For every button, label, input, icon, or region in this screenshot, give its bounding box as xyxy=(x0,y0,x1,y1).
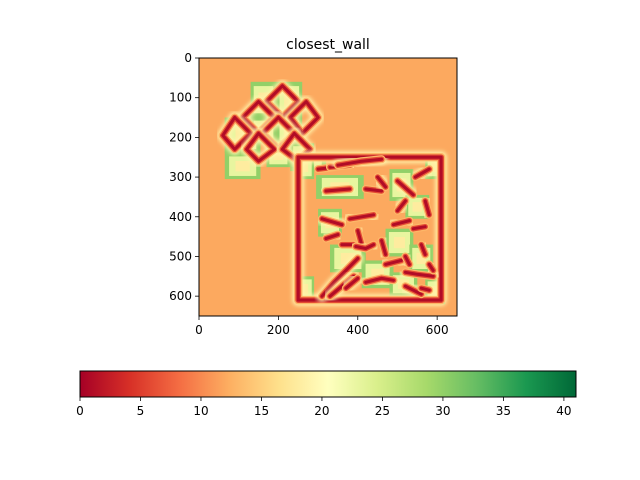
colorbar-tick-label: 15 xyxy=(254,404,269,418)
x-tick-label: 200 xyxy=(267,323,290,337)
y-tick-label: 400 xyxy=(169,210,192,224)
colorbar-tick-label: 0 xyxy=(76,404,84,418)
x-axis: 0 200 400 600 xyxy=(195,316,449,337)
diamond-wall xyxy=(241,127,280,167)
diamond-area-cell xyxy=(224,153,261,180)
colorbar-tick-label: 40 xyxy=(556,404,571,418)
colorbar-tick-label: 10 xyxy=(193,404,208,418)
y-axis: 0 100 200 300 400 500 600 xyxy=(169,51,199,303)
maze-wall xyxy=(409,163,435,183)
maze-wall xyxy=(316,213,348,231)
heatmap-walls xyxy=(217,80,447,306)
maze-wall xyxy=(350,239,380,254)
maze-outer-wall xyxy=(292,151,447,306)
maze-wall xyxy=(316,252,364,302)
diamond-wall xyxy=(284,96,324,139)
maze-wall xyxy=(423,258,439,276)
y-tick-label: 500 xyxy=(169,249,192,263)
colorbar-ticks: 0 5 10 15 20 25 30 35 40 xyxy=(76,397,572,418)
maze-wall xyxy=(332,153,388,171)
maze-wall xyxy=(419,195,435,221)
chart-title: closest_wall xyxy=(286,37,370,53)
x-tick-label: 0 xyxy=(195,323,203,337)
maze-wall xyxy=(380,254,407,270)
maze-wall xyxy=(399,251,415,270)
y-tick-label: 600 xyxy=(169,289,192,303)
maze-wall xyxy=(340,272,364,294)
maze-wall xyxy=(415,239,431,260)
maze-wall xyxy=(399,266,439,282)
y-tick-label: 100 xyxy=(169,91,192,105)
colorbar-tick-label: 20 xyxy=(314,404,329,418)
maze-wall xyxy=(392,175,419,201)
maze-wall xyxy=(344,209,380,225)
maze-wall xyxy=(320,229,344,245)
maze-wall xyxy=(415,282,435,296)
maze-wall xyxy=(407,221,431,235)
maze-wall xyxy=(392,195,411,217)
heatmap-plot-area xyxy=(199,58,457,316)
diamond-wall xyxy=(217,112,257,155)
maze-wall xyxy=(360,272,399,288)
y-tick-label: 0 xyxy=(184,51,192,65)
y-tick-label: 300 xyxy=(169,170,192,184)
colorbar-tick-label: 30 xyxy=(435,404,450,418)
y-tick-label: 200 xyxy=(169,130,192,144)
colorbar-tick-label: 5 xyxy=(137,404,145,418)
colorbar-tick-label: 35 xyxy=(496,404,511,418)
colorbar-tick-label: 25 xyxy=(375,404,390,418)
x-tick-label: 400 xyxy=(346,323,369,337)
maze-wall xyxy=(376,235,392,260)
maze-wall xyxy=(320,183,356,197)
maze-wall xyxy=(388,215,415,231)
maze-wall xyxy=(360,183,388,197)
colorbar-gradient xyxy=(79,370,577,398)
x-tick-label: 600 xyxy=(426,323,449,337)
maze-wall xyxy=(372,171,392,193)
plot-frame xyxy=(198,57,458,317)
colorbar: 0 5 10 15 20 25 30 35 40 xyxy=(76,370,577,418)
